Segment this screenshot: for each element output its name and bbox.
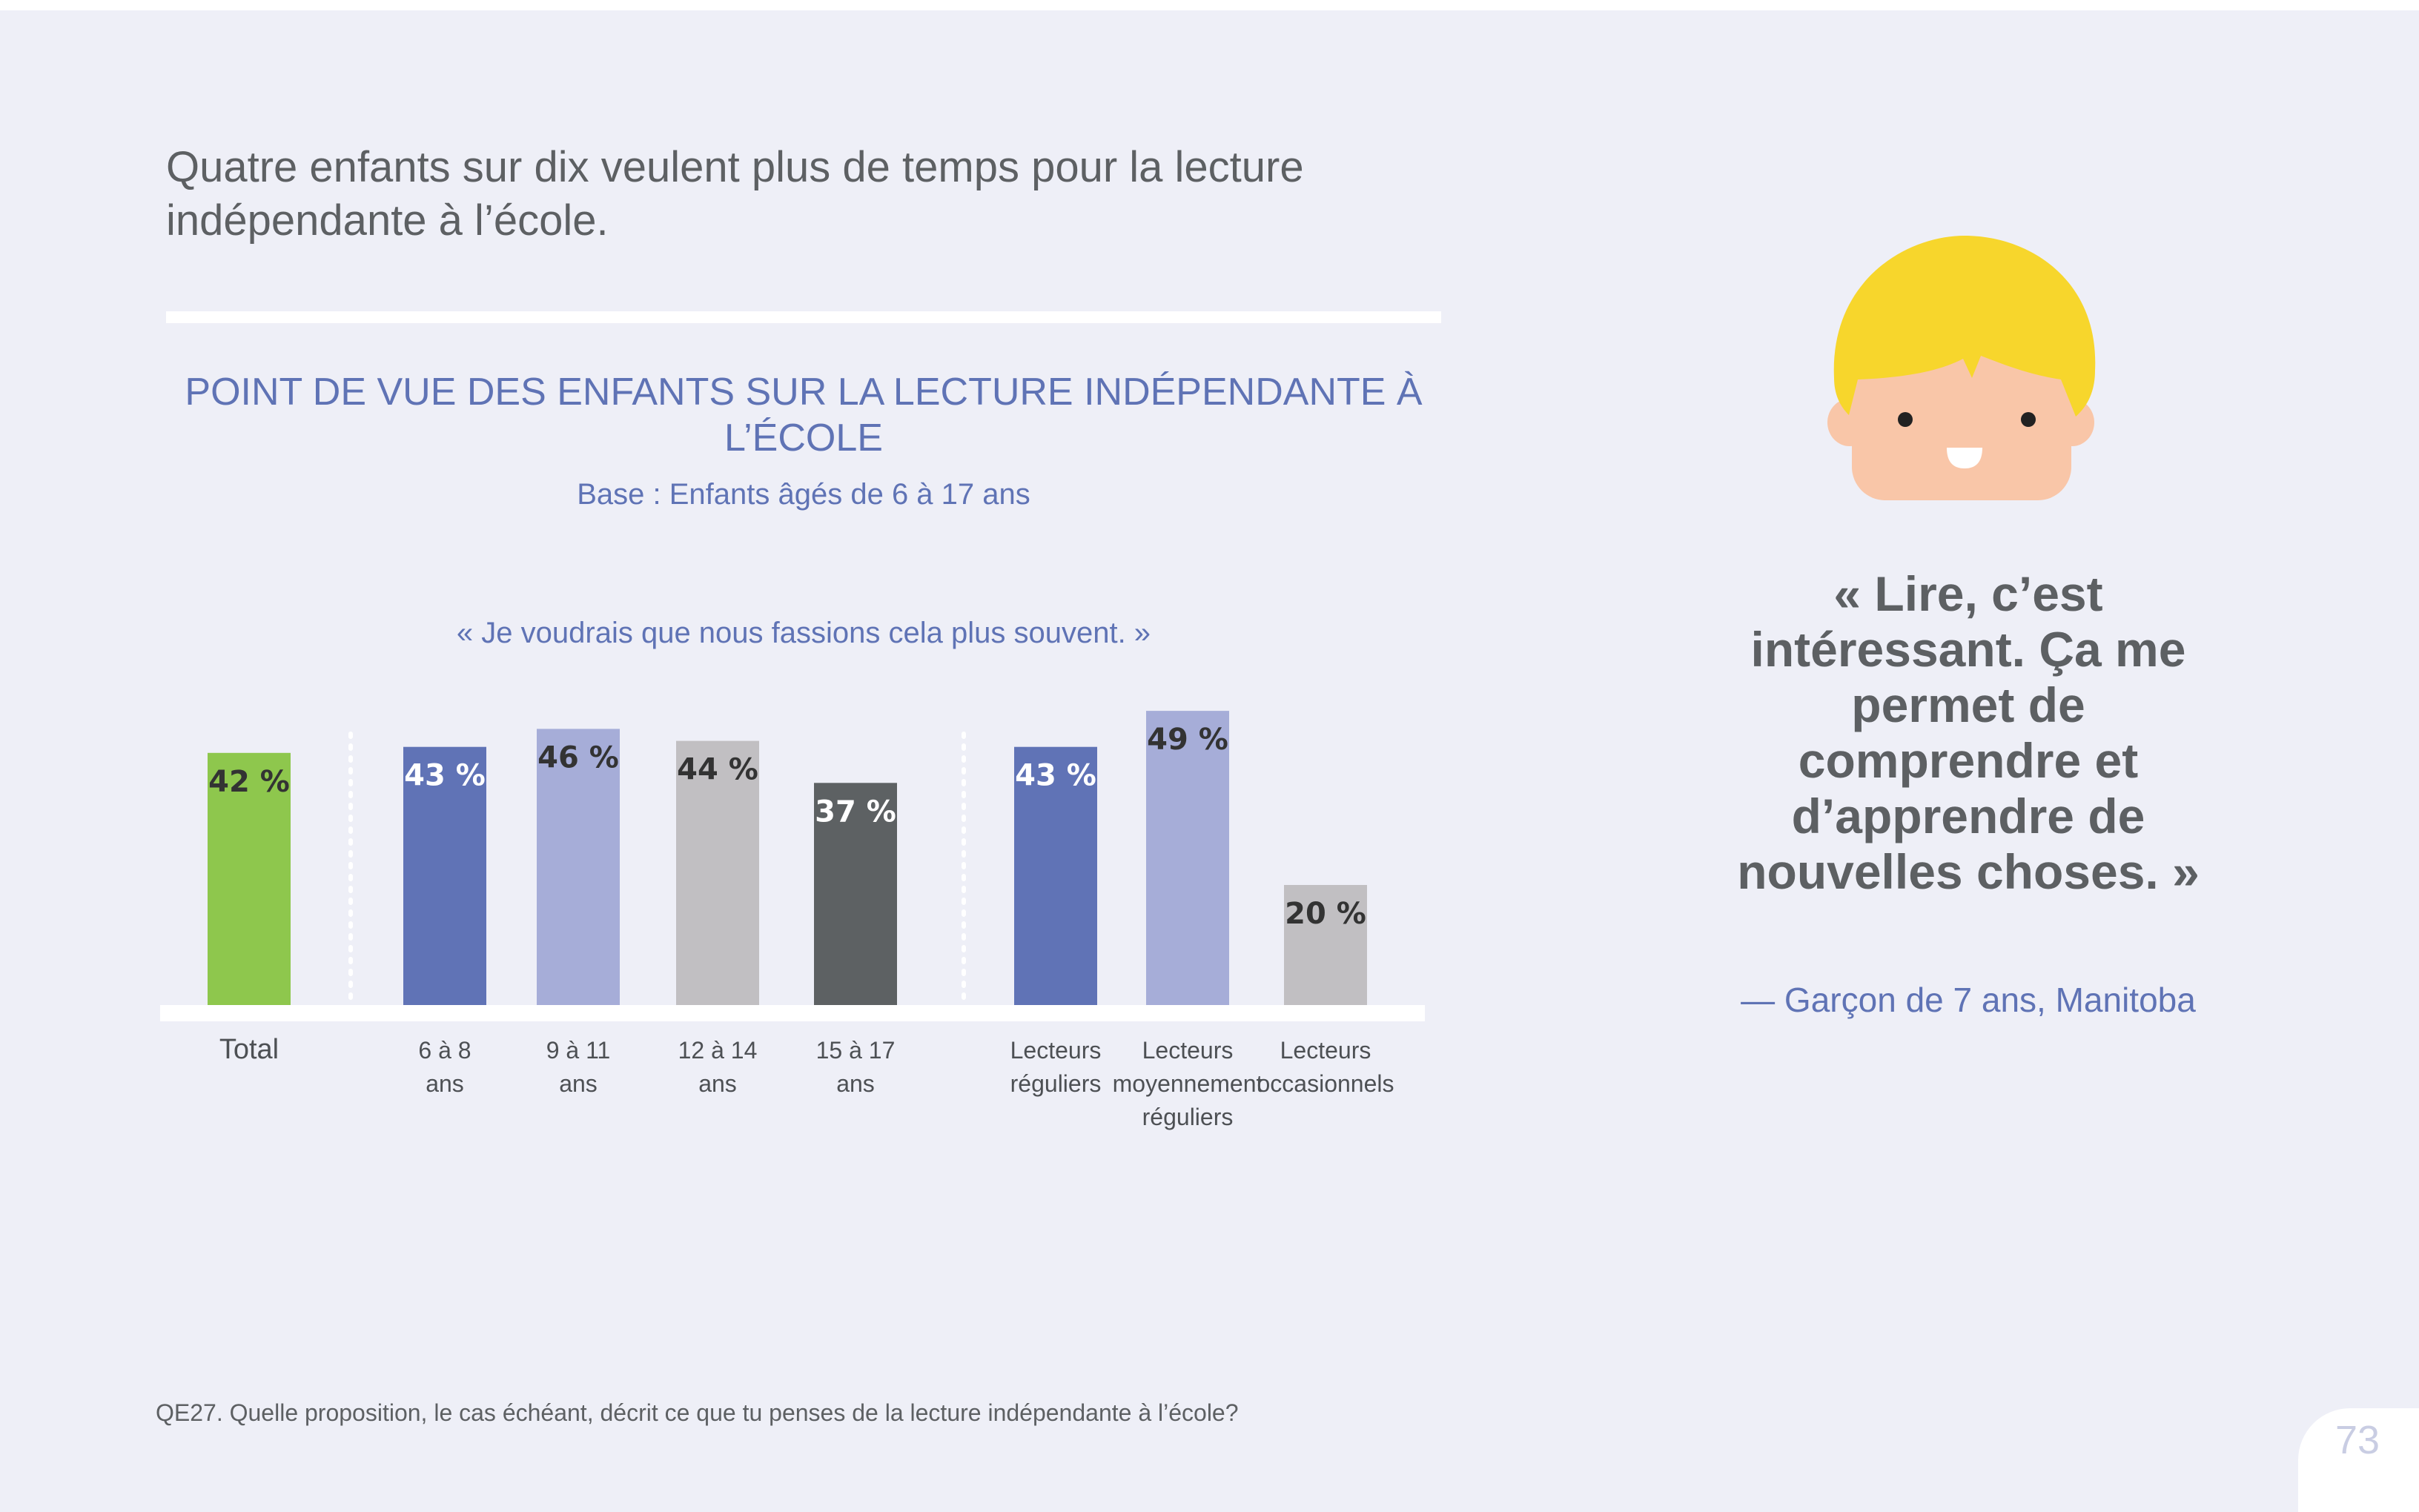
bar (676, 740, 759, 1005)
page-number: 73 (2335, 1418, 2380, 1462)
bar (814, 783, 897, 1005)
category-label: ans (698, 1070, 737, 1097)
category-label: moyennement (1113, 1070, 1263, 1097)
category-label: 6 à 8 (418, 1037, 471, 1064)
bar (1146, 711, 1229, 1005)
title-divider (166, 311, 1441, 323)
footnote: QE27. Quelle proposition, le cas échéant… (156, 1399, 1239, 1426)
quote-attribution: — Garçon de 7 ans, Manitoba (1741, 981, 2196, 1019)
category-label: occasionnels (1257, 1070, 1394, 1097)
category-label: réguliers (1142, 1104, 1234, 1130)
child-quote: « Lire, c’est intéressant. Ça me permet … (1737, 566, 2200, 899)
bar (403, 746, 486, 1005)
bar (537, 729, 620, 1005)
chart-annotation: « Je voudrais que nous fassions cela plu… (456, 617, 1151, 649)
bar-value-label: 43 % (404, 759, 486, 793)
chart-baseline (160, 1005, 1425, 1021)
category-label: Lecteurs (1010, 1037, 1102, 1064)
avatar-smile (1947, 448, 1982, 468)
bar-value-label: 37 % (815, 795, 896, 829)
category-label: Lecteurs (1280, 1037, 1371, 1064)
bar-value-label: 42 % (208, 765, 290, 799)
bar-value-label: 44 % (677, 753, 758, 787)
bar (208, 752, 291, 1005)
avatar-right-eye (2021, 412, 2036, 427)
boy-avatar-illustration (1827, 236, 2096, 500)
bar (1284, 885, 1367, 1005)
category-label: ans (836, 1070, 875, 1097)
category-label: Lecteurs (1142, 1037, 1234, 1064)
category-label: réguliers (1010, 1070, 1102, 1097)
chart-subtitle: Base : Enfants âgés de 6 à 17 ans (577, 478, 1030, 511)
category-label: Total (219, 1034, 279, 1065)
top-strip (0, 0, 2419, 10)
bar-chart: 42 % Total 43 % 6 à 8 ans 46 % 9 à 11 ans 44 % 12… (160, 711, 1425, 1130)
bar-value-label: 49 % (1147, 723, 1228, 757)
bar-value-label: 46 % (537, 740, 619, 775)
chart-title: POINT DE VUE DES ENFANTS SUR LA LECTURE … (185, 371, 1423, 460)
category-label: ans (559, 1070, 598, 1097)
bar-value-label: 43 % (1015, 759, 1096, 793)
avatar-hair (1833, 236, 2096, 417)
category-label: 12 à 14 (678, 1037, 758, 1064)
category-label: 9 à 11 (546, 1037, 611, 1064)
page-headline: Quatre enfants sur dix veulent plus de t… (166, 143, 1304, 245)
category-label: ans (426, 1070, 464, 1097)
bar-value-label: 20 % (1285, 897, 1366, 931)
avatar-left-eye (1898, 412, 1913, 427)
category-label: 15 à 17 (816, 1037, 896, 1064)
avatar-face (1852, 341, 2071, 500)
bar (1014, 746, 1097, 1005)
